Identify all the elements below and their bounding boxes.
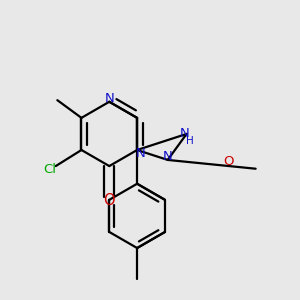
Text: N: N — [180, 128, 189, 140]
Text: H: H — [186, 136, 194, 146]
Text: N: N — [104, 92, 114, 105]
Text: N: N — [136, 147, 145, 160]
Text: O: O — [103, 194, 115, 208]
Text: O: O — [223, 155, 234, 168]
Text: Cl: Cl — [43, 163, 56, 176]
Text: N: N — [163, 150, 172, 163]
